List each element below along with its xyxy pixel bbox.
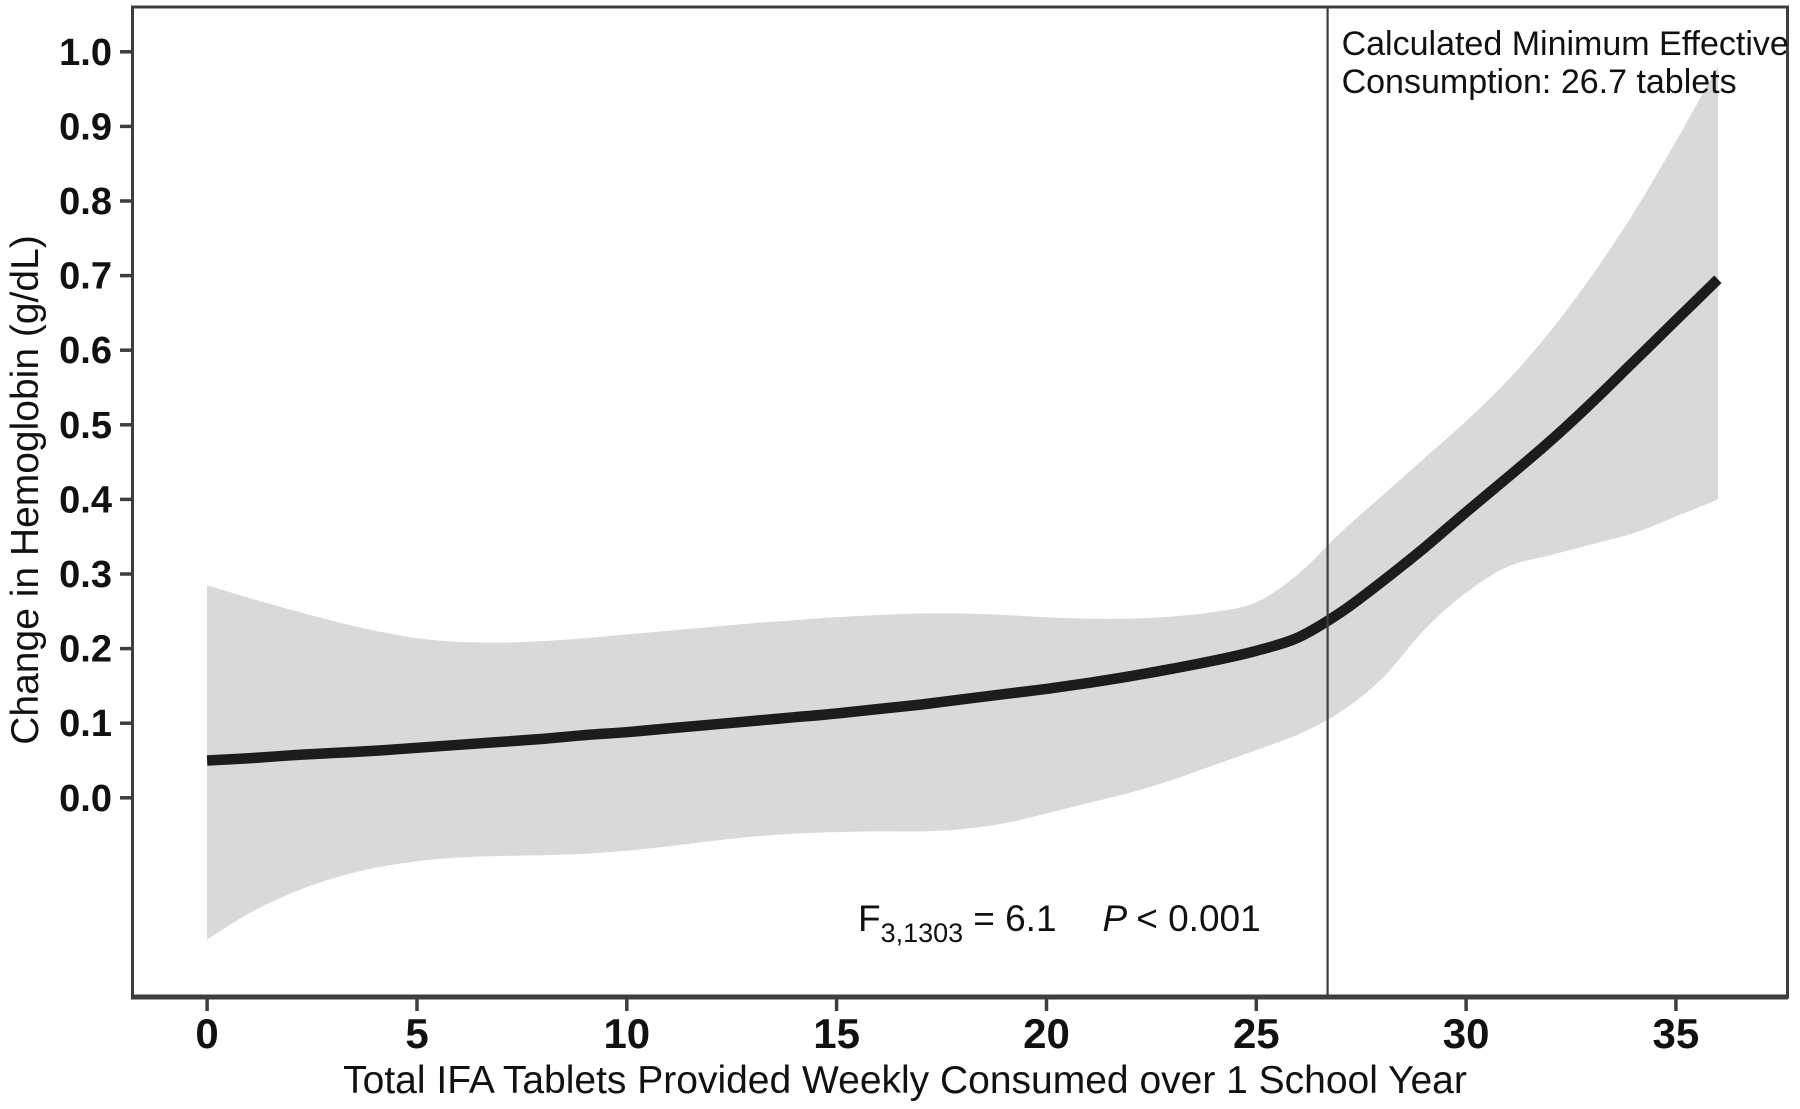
stats-f: F — [858, 898, 881, 939]
y-tick-label: 0.7 — [59, 256, 112, 298]
y-axis-title: Change in Hemoglobin (g/dL) — [4, 235, 47, 744]
confidence-band — [207, 66, 1718, 940]
y-axis-ticks: 0.0 0.1 0.2 0.3 0.4 0.5 0.6 0.7 0.8 0.9 1.0 — [59, 32, 132, 820]
y-tick-label: 0.1 — [59, 703, 112, 745]
stats-p: P — [1103, 898, 1128, 939]
x-tick-label: 25 — [1233, 1010, 1280, 1057]
y-tick-label: 0.0 — [59, 778, 112, 820]
threshold-annotation-line1: Calculated Minimum Effective — [1342, 25, 1789, 63]
y-tick-label: 1.0 — [59, 32, 112, 74]
x-tick-label: 10 — [603, 1010, 650, 1057]
x-tick-label: 5 — [405, 1010, 428, 1057]
y-tick-label: 0.4 — [59, 479, 112, 521]
stats-f-value: = 6.1 — [973, 898, 1056, 939]
y-tick-label: 0.8 — [59, 181, 112, 223]
x-tick-label: 30 — [1443, 1010, 1490, 1057]
y-tick-label: 0.9 — [59, 106, 112, 148]
y-tick-label: 0.2 — [59, 629, 112, 671]
y-tick-label: 0.3 — [59, 554, 112, 596]
stats-p-value: < 0.001 — [1136, 898, 1260, 939]
x-axis-ticks: 0 5 10 15 20 25 30 35 — [195, 997, 1699, 1057]
stats-f-subscript: 3,1303 — [881, 918, 964, 948]
stats-annotation: F3,1303 = 6.1 P < 0.001 — [858, 898, 1261, 948]
x-axis-title: Total IFA Tablets Provided Weekly Consum… — [343, 1059, 1467, 1102]
x-tick-label: 35 — [1653, 1010, 1700, 1057]
x-tick-label: 0 — [195, 1010, 218, 1057]
x-tick-label: 15 — [813, 1010, 860, 1057]
x-tick-label: 20 — [1023, 1010, 1070, 1057]
y-tick-label: 0.6 — [59, 330, 112, 372]
y-tick-label: 0.5 — [59, 405, 112, 447]
threshold-annotation-line2: Consumption: 26.7 tablets — [1342, 63, 1737, 101]
fitted-curve — [206, 275, 1722, 766]
